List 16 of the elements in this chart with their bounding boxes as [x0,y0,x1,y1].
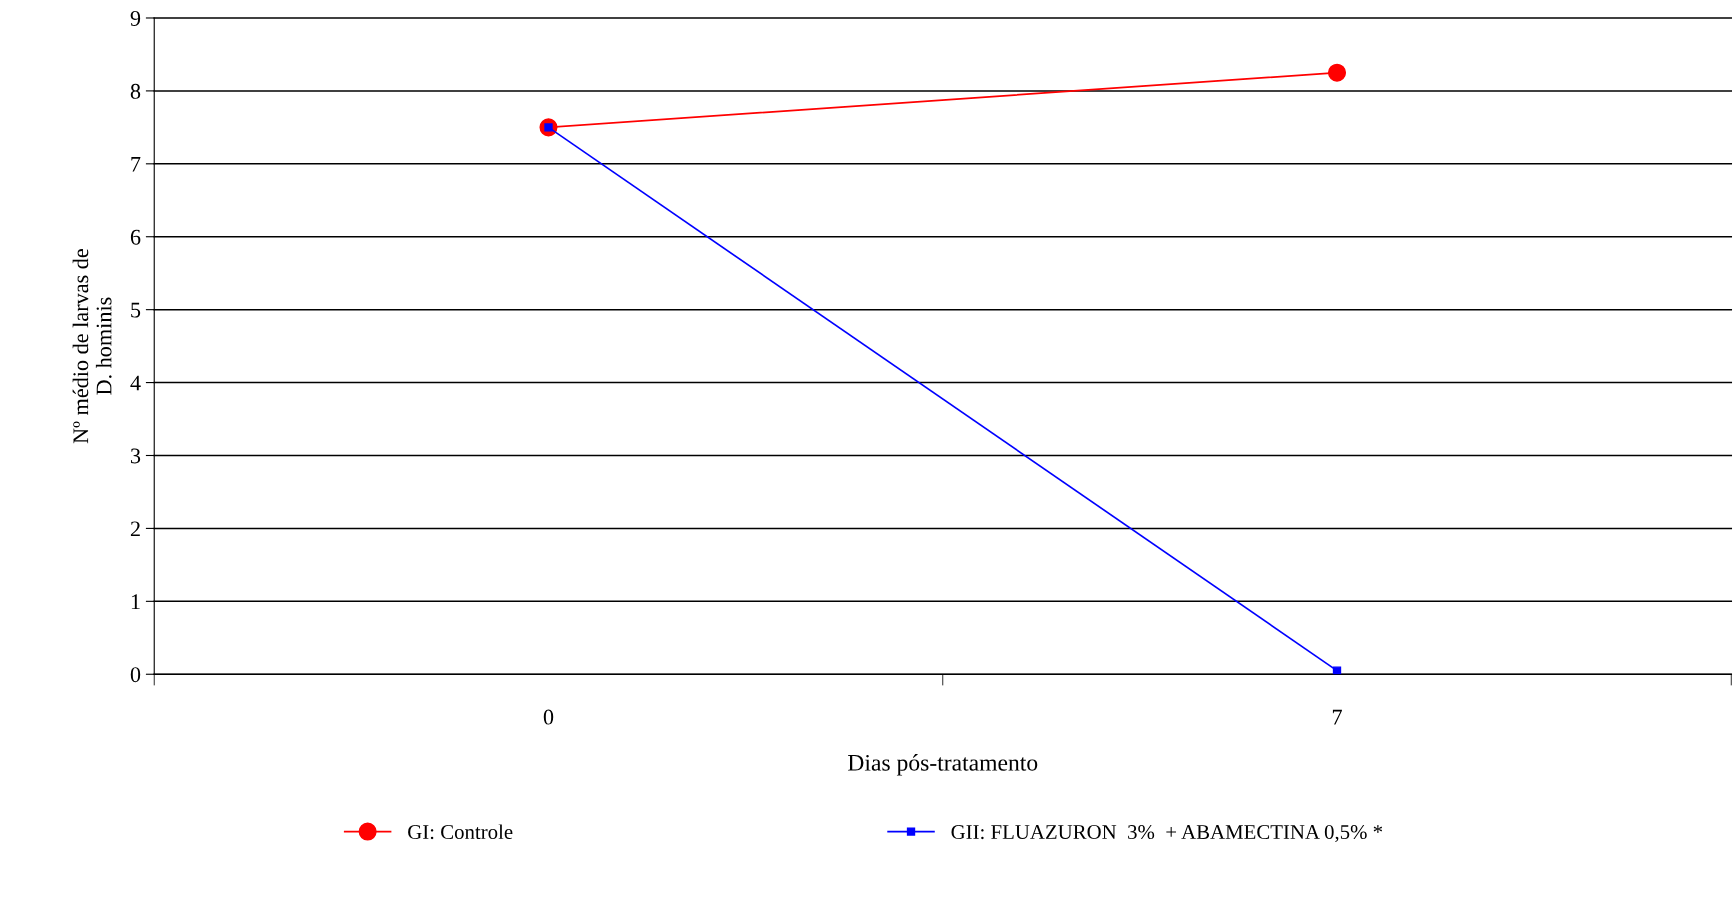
y-tick-label: 1 [131,594,140,610]
point [1327,63,1347,82]
y-tick-label: 6 [130,229,141,245]
y-tick-label: 8 [130,83,141,99]
y-tick-label: 5 [131,302,141,318]
x-axis-title: Dias pós-tratamento [848,754,1038,776]
y-tick-label: 3 [130,448,141,464]
y-tick-label: 9 [130,10,141,26]
y-axis-title: Nº médio de larvas de D. hominis [72,249,112,444]
y-tick-label: 7 [131,156,141,172]
y-tick-label: 4 [130,375,141,391]
point [1332,666,1342,675]
y-tick-label: 2 [130,521,140,537]
y-tick-label: 0 [130,667,141,683]
legend-label: GII: FLUAZURON 3% + ABAMECTINA 0,5% * [951,824,1383,843]
legend-label: GI: Controle [408,824,513,840]
